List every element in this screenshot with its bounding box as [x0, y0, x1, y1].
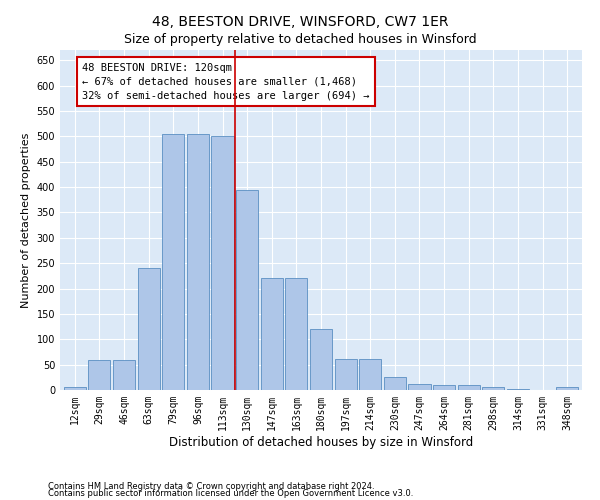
Bar [137, 268, 160, 390]
X-axis label: Distribution of detached houses by size in Winsford: Distribution of detached houses by size … [169, 436, 473, 448]
Text: 48, BEESTON DRIVE, WINSFORD, CW7 1ER: 48, BEESTON DRIVE, WINSFORD, CW7 1ER [152, 15, 448, 29]
Bar [556, 387, 578, 390]
Bar [113, 360, 135, 390]
Bar [335, 358, 357, 390]
Bar [211, 136, 233, 390]
Bar [88, 360, 110, 390]
Text: Size of property relative to detached houses in Winsford: Size of property relative to detached ho… [124, 32, 476, 46]
Bar [458, 385, 480, 390]
Text: 48 BEESTON DRIVE: 120sqm
← 67% of detached houses are smaller (1,468)
32% of sem: 48 BEESTON DRIVE: 120sqm ← 67% of detach… [82, 62, 370, 100]
Bar [433, 385, 455, 390]
Text: Contains HM Land Registry data © Crown copyright and database right 2024.: Contains HM Land Registry data © Crown c… [48, 482, 374, 491]
Y-axis label: Number of detached properties: Number of detached properties [21, 132, 31, 308]
Bar [187, 134, 209, 390]
Bar [236, 190, 258, 390]
Bar [384, 378, 406, 390]
Bar [409, 384, 431, 390]
Text: Contains public sector information licensed under the Open Government Licence v3: Contains public sector information licen… [48, 489, 413, 498]
Bar [64, 388, 86, 390]
Bar [310, 329, 332, 390]
Bar [359, 358, 382, 390]
Bar [162, 134, 184, 390]
Bar [507, 389, 529, 390]
Bar [285, 278, 307, 390]
Bar [482, 387, 505, 390]
Bar [260, 278, 283, 390]
